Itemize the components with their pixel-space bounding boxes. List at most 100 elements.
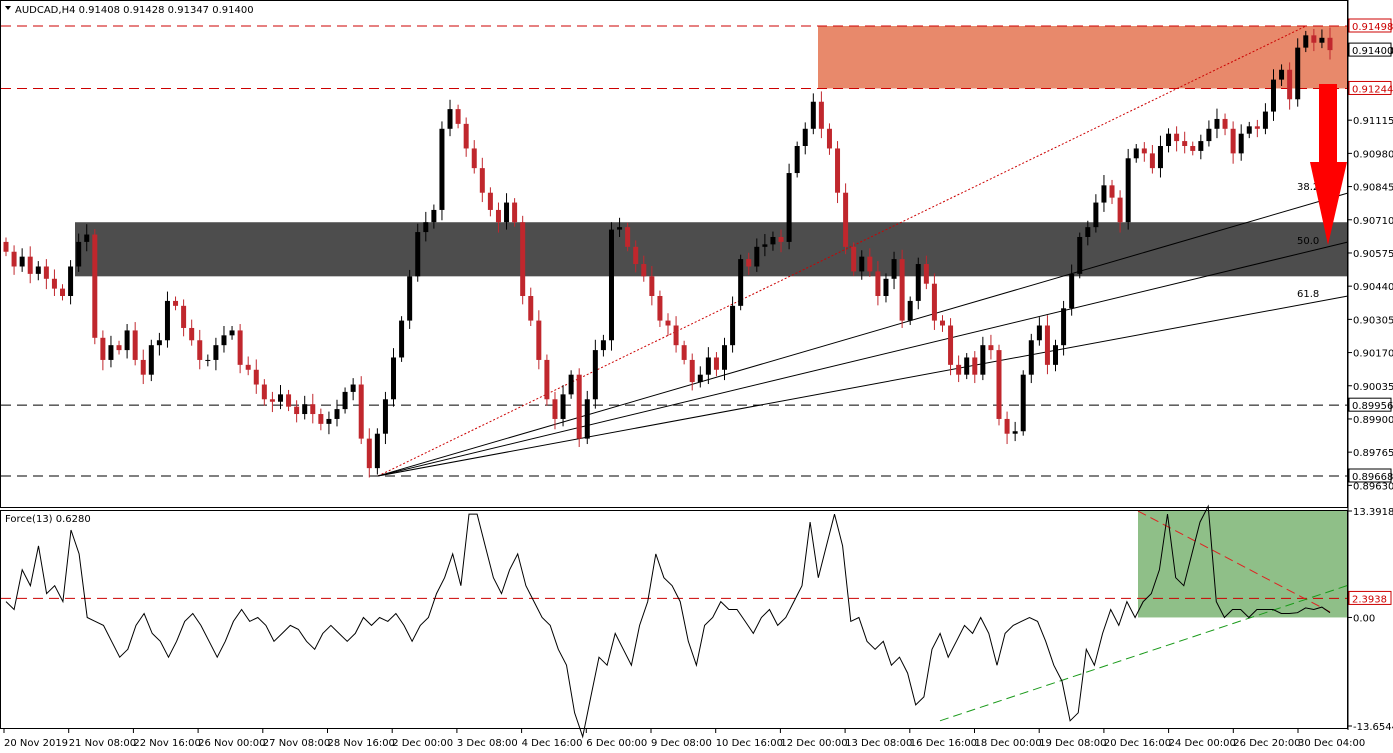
candle-body [996, 350, 1002, 419]
candle-body [237, 330, 243, 365]
candle-body [108, 345, 114, 360]
time-tick-label: 9 Dec 08:00 [651, 738, 712, 749]
fan-line-38 [377, 192, 1349, 477]
candle-body [786, 173, 792, 242]
price-tick-label: 0.89630 [1353, 481, 1393, 492]
force-tick-label: 13.3918 [1353, 507, 1393, 518]
force-tick-label: 0.00 [1353, 613, 1375, 624]
candle-body [100, 337, 106, 360]
force-title: Force(13) 0.6280 [5, 514, 91, 525]
candle-body [205, 359, 211, 361]
candle-body [1069, 273, 1075, 309]
candle-body [899, 259, 905, 321]
candle-body [722, 345, 728, 370]
candle-body [956, 364, 962, 375]
candle-body [1004, 418, 1010, 434]
candle-body [891, 259, 897, 279]
candle-body [495, 209, 501, 223]
candle-body [592, 350, 598, 400]
candle-body [1303, 35, 1309, 48]
level-tag-box [1348, 18, 1392, 33]
candle-body [3, 241, 9, 252]
candle-body [229, 330, 235, 336]
time-tick-label: 4 Dec 16:00 [522, 738, 583, 749]
time-tick-label: 6 Dec 00:00 [586, 738, 647, 749]
candle-body [1077, 236, 1083, 274]
candle-body [269, 399, 275, 402]
candle-body [754, 246, 760, 267]
candle-body [156, 340, 162, 346]
level-tag-text: 0.91244 [1352, 84, 1393, 95]
level-tag-text: 0.91498 [1352, 22, 1393, 33]
candle-body [148, 345, 154, 375]
candle-body [471, 148, 477, 169]
candle-body [948, 325, 954, 365]
level-tag-text: 0.89668 [1352, 472, 1393, 483]
chart-title: AUDCAD,H4 0.91408 0.91428 0.91347 0.9140… [15, 5, 254, 16]
bearish-arrow [1310, 84, 1347, 245]
candle-body [294, 406, 300, 415]
candle-body [1061, 308, 1067, 346]
candle-body [608, 229, 614, 341]
level-tag-3: 0.89668 [1348, 468, 1393, 483]
support-zone [75, 222, 1347, 277]
candle-body [51, 278, 57, 289]
time-tick-label: 10 Dec 16:00 [716, 738, 783, 749]
time-tick-label: 27 Nov 08:00 [263, 738, 330, 749]
candle-body [867, 256, 873, 272]
candle-body [1117, 197, 1123, 223]
force-tick-label: -13.6544 [1353, 722, 1393, 733]
time-tick-label: 24 Dec 00:00 [1169, 738, 1236, 749]
candle-body [366, 438, 372, 469]
candle-body [19, 256, 25, 267]
price-tick-label: 0.90035 [1353, 382, 1393, 393]
price-tick-label: 0.91115 [1353, 116, 1393, 127]
collapse-triangle-icon[interactable] [5, 6, 11, 10]
candle-body [342, 391, 348, 410]
candle-body [1109, 185, 1115, 198]
candle-body [1036, 325, 1042, 341]
candle-body [35, 266, 41, 274]
candle-body [1157, 146, 1163, 169]
level-tag-box [1348, 80, 1392, 95]
candle-body [92, 234, 98, 338]
candle-body [374, 433, 380, 469]
candle-body [277, 394, 283, 402]
candle-body [358, 384, 364, 439]
candle-body [261, 384, 267, 400]
candle-body [1238, 133, 1244, 154]
price-tick-label: 0.89765 [1353, 448, 1393, 459]
candle-body [568, 374, 574, 395]
candle-body [802, 128, 808, 146]
time-tick-label: 2 Dec 00:00 [392, 738, 453, 749]
candle-body [512, 202, 518, 223]
candle-body [1222, 118, 1228, 129]
candle-body [625, 227, 631, 247]
fan-label-50: 50.0 [1297, 236, 1319, 247]
candle-body [407, 276, 413, 321]
candle-body [455, 109, 461, 124]
time-tick-label: 16 Dec 16:00 [910, 738, 977, 749]
candle-body [600, 340, 606, 351]
level-tag-2: 0.89956 [1348, 397, 1393, 412]
candle-body [173, 300, 179, 306]
candle-body [43, 266, 49, 279]
candle-body [762, 244, 768, 247]
candle-body [132, 330, 138, 360]
force-level-tag [1348, 590, 1392, 605]
price-tick-label: 0.90845 [1353, 183, 1393, 194]
candle-body [326, 418, 332, 424]
candle-body [76, 241, 82, 267]
candle-body [1287, 69, 1293, 100]
candles-layer [3, 27, 1333, 478]
candle-body [68, 266, 74, 296]
candle-body [576, 374, 582, 439]
level-tag-0: 0.91498 [1348, 18, 1393, 33]
candle-body [310, 404, 316, 415]
level-tag-1: 0.91244 [1348, 80, 1393, 95]
candle-body [116, 345, 122, 351]
candle-body [1311, 35, 1317, 43]
candle-body [980, 345, 986, 375]
time-tick-label: 21 Nov 08:00 [69, 738, 136, 749]
candle-body [1085, 227, 1091, 237]
